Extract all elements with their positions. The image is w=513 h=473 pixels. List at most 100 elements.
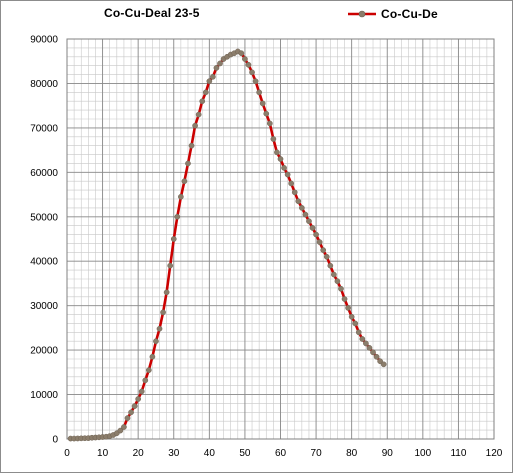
x-tick-label: 90 <box>382 448 394 459</box>
y-tick-label: 50000 <box>30 212 58 223</box>
data-point <box>117 427 124 434</box>
data-point <box>242 56 248 62</box>
y-tick-label: 60000 <box>30 168 58 179</box>
data-point <box>163 289 170 296</box>
data-point <box>380 361 387 368</box>
data-point <box>192 122 198 129</box>
data-point <box>188 142 195 149</box>
data-point <box>153 338 159 345</box>
data-point <box>334 278 341 285</box>
data-point <box>181 178 188 185</box>
data-point <box>345 305 351 311</box>
data-point <box>291 189 298 196</box>
x-tick-label: 100 <box>414 448 431 459</box>
x-tick-label: 120 <box>486 448 503 459</box>
data-point <box>366 345 373 351</box>
y-tick-label: 10000 <box>30 390 58 401</box>
legend-series-label: Co-Cu-De <box>381 7 438 21</box>
data-point <box>128 409 134 416</box>
x-tick-label: 30 <box>168 448 180 459</box>
data-point <box>377 358 383 365</box>
data-point <box>338 285 344 292</box>
y-tick-label: 40000 <box>30 257 58 268</box>
data-point <box>199 98 206 105</box>
data-point <box>174 213 181 220</box>
data-point <box>138 388 145 395</box>
y-tick-label: 90000 <box>30 35 58 46</box>
data-point <box>331 271 337 278</box>
data-point <box>145 367 152 373</box>
data-point <box>206 78 213 85</box>
data-point <box>284 171 291 178</box>
y-tick-label: 30000 <box>30 301 58 312</box>
data-point <box>131 403 138 409</box>
x-tick-label: 40 <box>204 448 216 459</box>
data-point <box>302 211 309 218</box>
data-point <box>245 61 252 68</box>
data-point <box>217 60 223 67</box>
data-point <box>156 325 163 332</box>
data-point <box>270 136 277 142</box>
data-point <box>363 340 369 347</box>
x-tick-label: 50 <box>239 448 251 459</box>
data-point <box>288 180 295 187</box>
data-point <box>213 65 220 71</box>
y-tick-label: 20000 <box>30 346 58 357</box>
data-point <box>256 89 262 96</box>
data-point <box>259 100 266 107</box>
data-point <box>359 336 366 342</box>
data-point <box>185 160 191 167</box>
data-point <box>160 309 166 316</box>
x-tick-label: 20 <box>133 448 145 459</box>
data-point <box>149 353 156 360</box>
data-point <box>266 120 273 127</box>
data-point <box>178 193 184 200</box>
data-point <box>295 198 302 205</box>
data-point <box>373 353 380 360</box>
chart-legend: Co-Cu-De <box>347 6 438 22</box>
data-point <box>202 89 209 96</box>
legend-series-swatch <box>348 10 376 18</box>
data-point <box>320 247 327 253</box>
data-point <box>121 424 127 430</box>
data-point <box>142 377 149 384</box>
data-point <box>281 165 287 171</box>
data-point <box>309 225 316 231</box>
x-tick-label: 60 <box>275 448 287 459</box>
data-point <box>263 110 270 117</box>
data-point <box>352 320 359 327</box>
y-tick-label: 70000 <box>30 123 58 134</box>
data-point <box>341 296 348 302</box>
data-point <box>348 313 355 320</box>
data-point <box>135 396 142 402</box>
data-point <box>274 149 280 156</box>
data-point <box>249 69 255 76</box>
data-point <box>370 349 376 356</box>
x-tick-label: 70 <box>311 448 323 459</box>
data-point <box>124 415 131 421</box>
data-point <box>327 262 334 269</box>
x-tick-label: 80 <box>346 448 358 459</box>
data-point <box>306 218 312 225</box>
data-point <box>313 231 319 238</box>
data-point <box>167 262 174 269</box>
y-tick-label: 80000 <box>30 79 58 90</box>
y-tick-label: 0 <box>52 435 58 446</box>
plot-border <box>66 38 495 440</box>
x-tick-label: 110 <box>450 448 466 459</box>
data-point <box>238 50 245 57</box>
chart-title: Co-Cu-Deal 23-5 <box>104 6 200 20</box>
data-point <box>316 239 323 245</box>
data-point <box>195 111 202 118</box>
x-tick-label: 0 <box>64 448 70 459</box>
data-point <box>277 156 284 162</box>
data-point <box>170 236 177 242</box>
data-point <box>355 329 362 336</box>
data-point <box>299 205 305 211</box>
data-point <box>323 253 330 260</box>
x-tick-label: 10 <box>97 448 109 459</box>
data-point <box>252 78 259 85</box>
data-point <box>210 73 216 80</box>
